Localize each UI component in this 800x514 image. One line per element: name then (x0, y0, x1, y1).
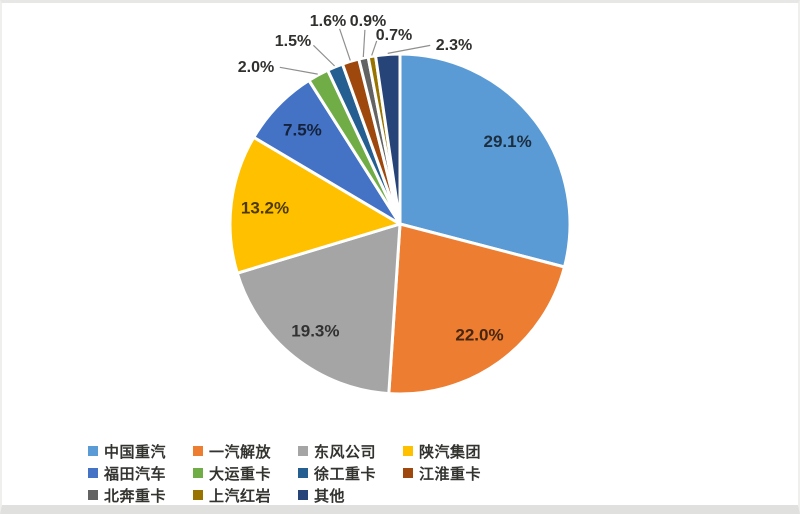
pie-slice-一汽解放 (387, 222, 566, 396)
legend-item-江淮重卡: 江淮重卡 (403, 463, 508, 484)
legend-swatch-icon (193, 490, 203, 500)
slice-percent-label-其他: 2.3% (436, 37, 472, 54)
legend-label: 其他 (314, 487, 346, 505)
legend-item-北奔重卡: 北奔重卡 (88, 485, 193, 506)
legend-label: 东风公司 (314, 443, 377, 461)
legend-item-其他: 其他 (298, 485, 403, 506)
legend-label: 上汽红岩 (209, 487, 272, 505)
slice-percent-label-上汽红岩: 0.7% (376, 27, 412, 44)
label-leader-line-江淮重卡 (339, 28, 351, 61)
legend: 中国重汽 一汽解放 东风公司 陕汽集团福田汽车 大运重卡 徐工重卡 江淮重卡北奔重卡 上汽红岩… (88, 440, 728, 506)
legend-swatch-icon (88, 490, 98, 500)
legend-item-陕汽集团: 陕汽集团 (403, 441, 508, 462)
legend-item-一汽解放: 一汽解放 (193, 441, 298, 462)
slice-percent-label-陕汽集团: 13.2% (241, 199, 289, 218)
label-leader-line-大运重卡 (279, 66, 318, 75)
legend-swatch-icon (193, 468, 203, 478)
legend-swatch-icon (88, 468, 98, 478)
label-leader-line-北奔重卡 (362, 29, 366, 58)
slice-percent-label-福田汽车: 7.5% (283, 120, 322, 139)
slice-percent-label-徐工重卡: 1.5% (275, 33, 311, 50)
legend-label: 徐工重卡 (314, 465, 377, 483)
legend-label: 陕汽集团 (419, 443, 482, 461)
legend-swatch-icon (403, 468, 413, 478)
pie-slice-其他 (374, 52, 402, 226)
legend-swatch-icon (298, 490, 308, 500)
legend-swatch-icon (403, 446, 413, 456)
legend-swatch-icon (88, 446, 98, 456)
legend-label: 福田汽车 (104, 465, 167, 483)
legend-swatch-icon (193, 446, 203, 456)
legend-row-2: 福田汽车 大运重卡 徐工重卡 江淮重卡 (88, 462, 728, 484)
legend-item-徐工重卡: 徐工重卡 (298, 463, 403, 484)
legend-swatch-icon (298, 446, 308, 456)
label-leader-line-徐工重卡 (312, 44, 336, 67)
legend-item-大运重卡: 大运重卡 (193, 463, 298, 484)
slice-percent-label-东风公司: 19.3% (291, 322, 339, 341)
legend-label: 江淮重卡 (419, 465, 482, 483)
legend-swatch-icon (298, 468, 308, 478)
slice-percent-label-中国重汽: 29.1% (483, 132, 531, 151)
slice-percent-label-一汽解放: 22.0% (455, 325, 503, 344)
pie-slice-陕汽集团 (228, 135, 402, 275)
legend-label: 北奔重卡 (104, 487, 167, 505)
legend-item-上汽红岩: 上汽红岩 (193, 485, 298, 506)
legend-item-福田汽车: 福田汽车 (88, 463, 193, 484)
slice-percent-label-北奔重卡: 0.9% (350, 13, 386, 30)
legend-row-1: 中国重汽 一汽解放 东风公司 陕汽集团 (88, 440, 728, 462)
legend-row-3: 北奔重卡 上汽红岩 其他 (88, 484, 728, 506)
slice-percent-label-江淮重卡: 1.6% (310, 13, 346, 30)
pie-slice-中国重汽 (398, 52, 572, 269)
legend-label: 大运重卡 (209, 465, 272, 483)
legend-label: 一汽解放 (209, 443, 272, 461)
legend-label: 中国重汽 (104, 443, 167, 461)
label-leader-line-其他 (387, 44, 431, 54)
pie-chart: 29.1% 22.0% 19.3% 13.2% 7.5% 2.0%1.5% 1.6% 0.9%… (228, 13, 572, 396)
slice-percent-label-大运重卡: 2.0% (238, 59, 274, 76)
label-leader-line-上汽红岩 (371, 40, 378, 56)
pie-slice-东风公司 (235, 222, 402, 396)
legend-item-东风公司: 东风公司 (298, 441, 403, 462)
legend-item-中国重汽: 中国重汽 (88, 441, 193, 462)
